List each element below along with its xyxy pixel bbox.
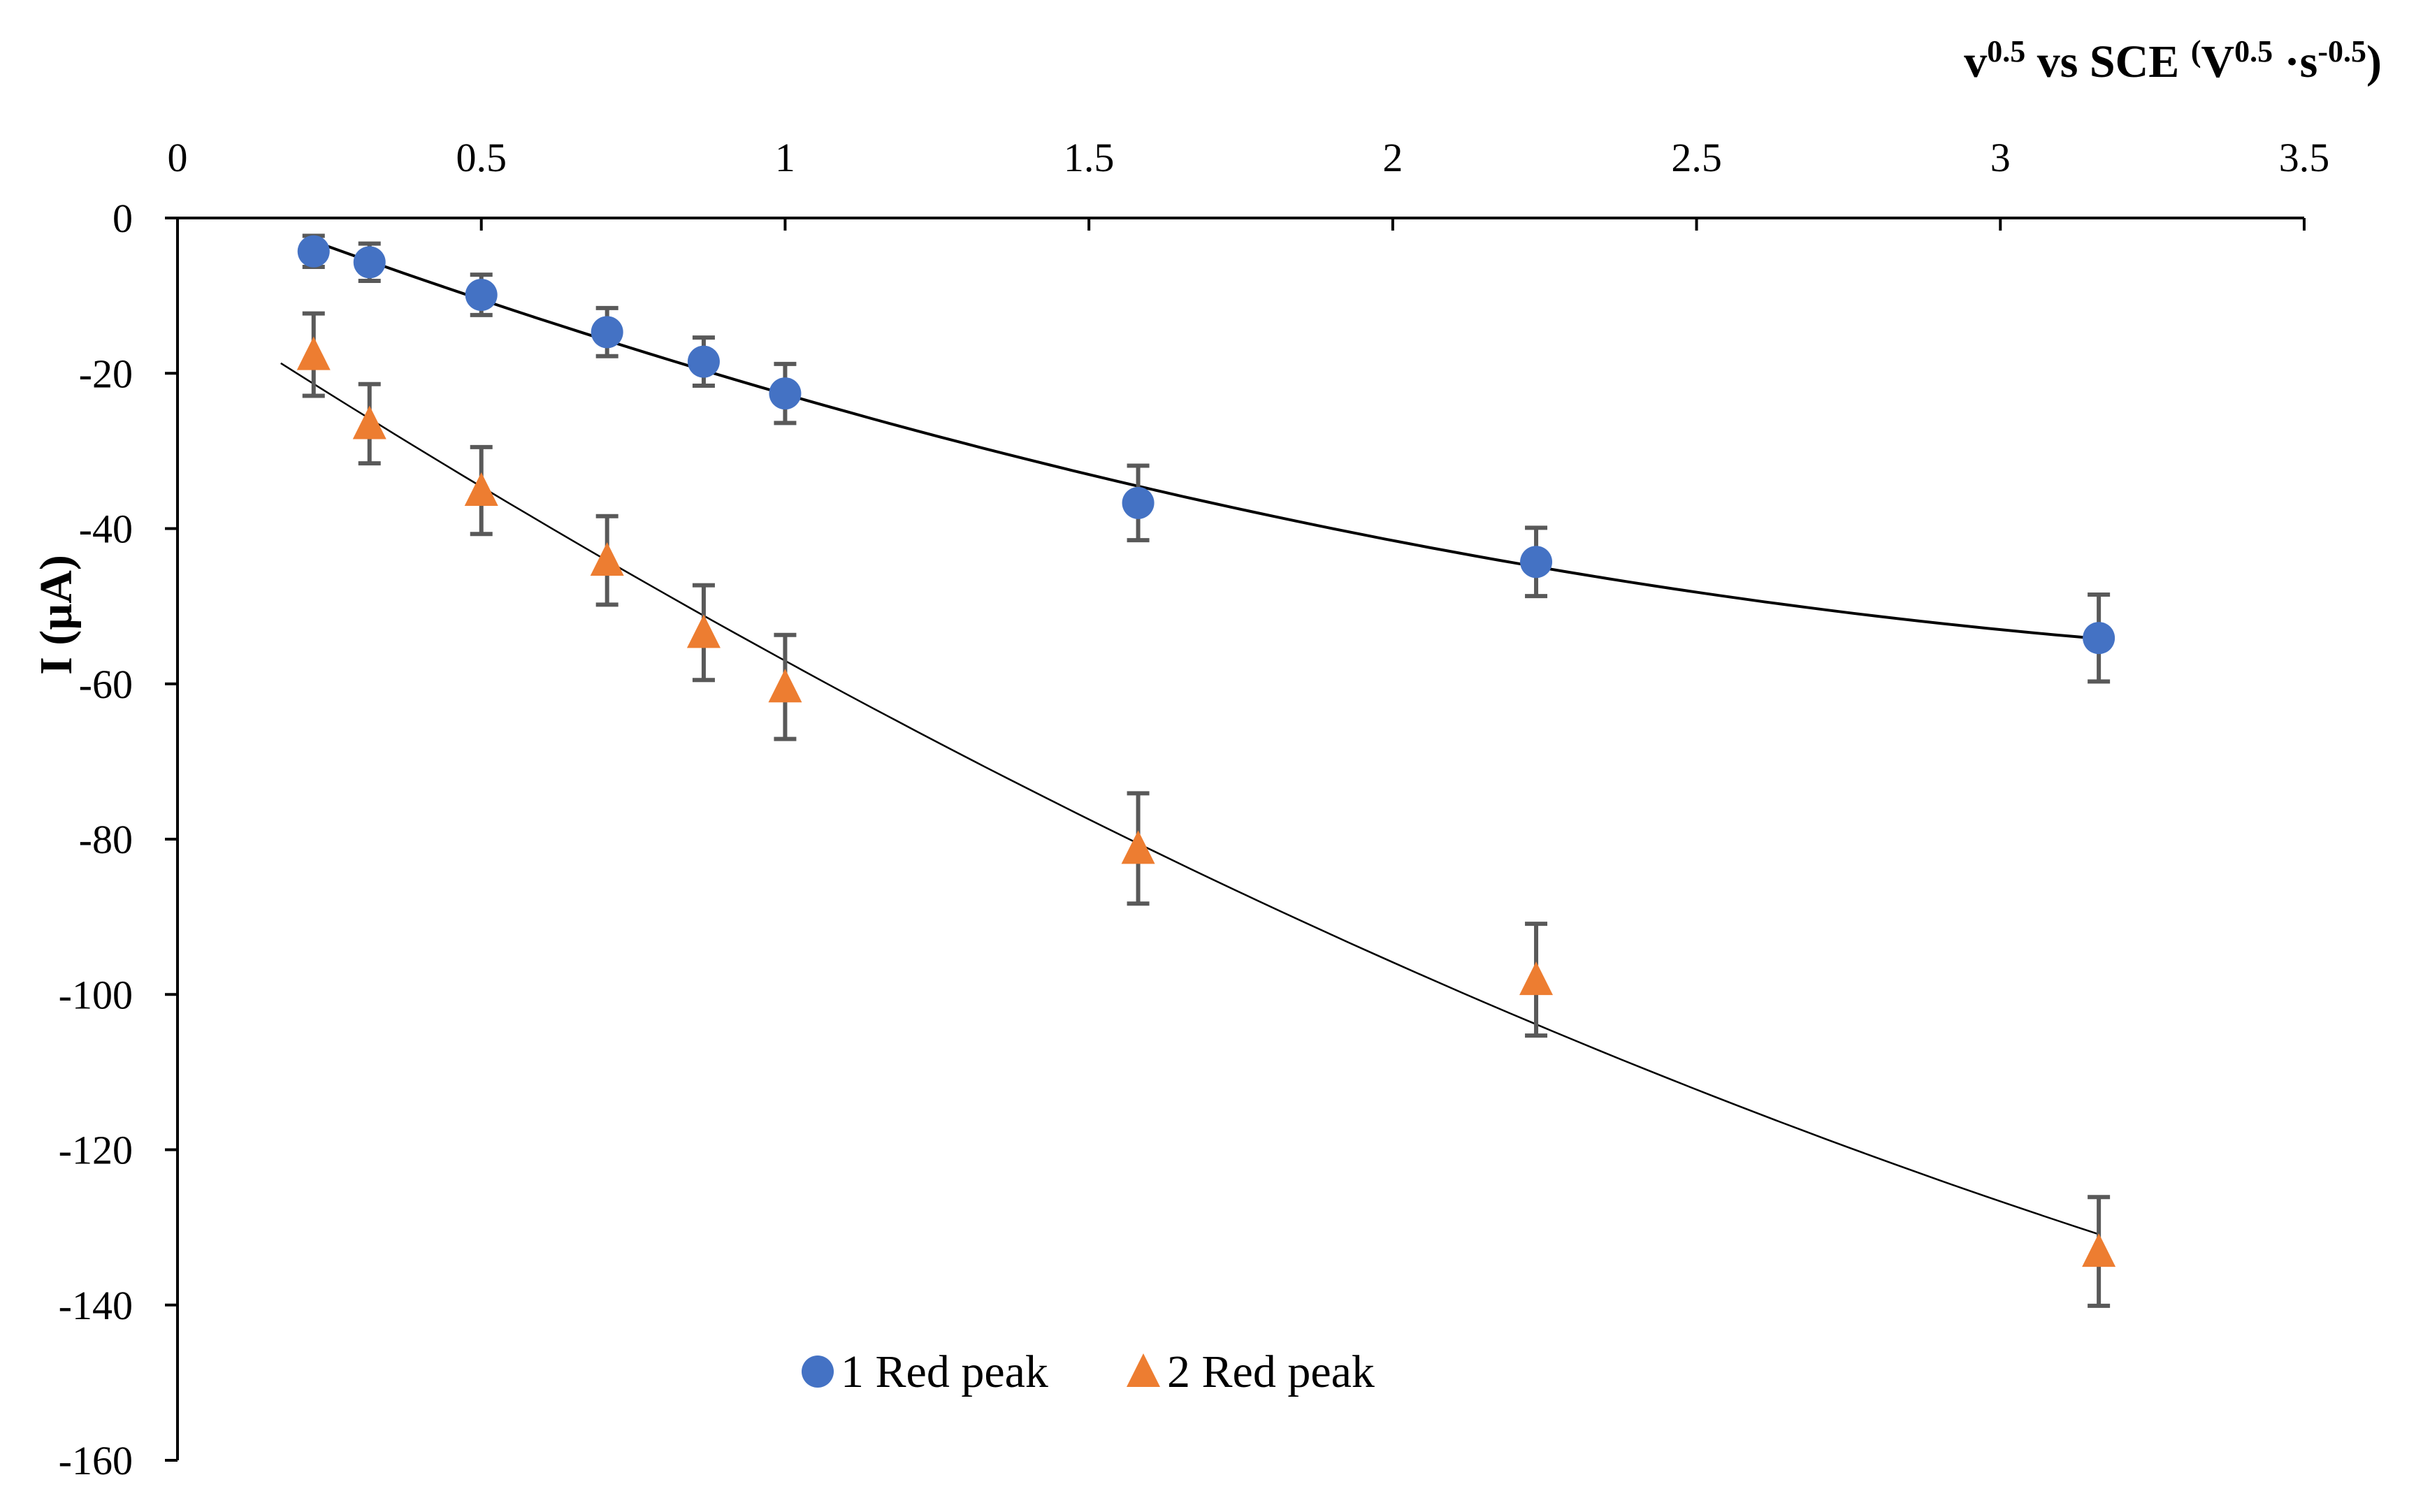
x-tick-label: 3.5: [2279, 135, 2330, 180]
data-point-series-1: [353, 246, 386, 279]
x-axis-title-part: ·s: [2273, 36, 2317, 87]
data-point-series-1: [2083, 622, 2115, 655]
x-axis-title-superscript: -0.5: [2317, 34, 2366, 68]
y-tick-label: -100: [59, 972, 133, 1017]
data-point-series-1: [769, 377, 802, 410]
legend-marker-series-1: [802, 1355, 834, 1388]
x-tick-label: 3: [1990, 135, 2011, 180]
x-axis-title-superscript: (: [2191, 34, 2201, 68]
x-tick-label: 2: [1382, 135, 1403, 180]
y-axis-title: I (µA): [31, 555, 82, 675]
x-axis-title-superscript: 0.5: [2234, 34, 2273, 68]
x-axis-title-part: V: [2201, 36, 2234, 87]
data-point-series-1: [687, 345, 720, 378]
trendline-series-1: [313, 240, 2099, 641]
plot-area: 0 0.5 1 1.5 2 2.5 3 3.5 0 -20 -40 -60 -80 -100 -120 -1…: [59, 135, 2330, 1483]
legend-marker-series-2: [1127, 1353, 1160, 1387]
legend-label-series-1: 1 Red peak: [841, 1346, 1048, 1397]
y-tick-label: 0: [113, 196, 133, 241]
data-point-series-1: [465, 279, 498, 312]
y-tick-label: -160: [59, 1438, 133, 1483]
data-point-series-2: [296, 336, 331, 370]
data-point-series-2: [464, 472, 498, 507]
x-axis-ticks: 0 0.5 1 1.5 2 2.5 3 3.5: [168, 135, 2330, 231]
data-point-series-2: [686, 614, 721, 648]
x-axis-title-part: v: [1964, 36, 1987, 87]
data-point-series-2: [352, 405, 386, 439]
legend-label-series-2: 2 Red peak: [1167, 1346, 1375, 1397]
data-markers: [296, 235, 2116, 1267]
data-point-series-1: [1520, 546, 1553, 579]
y-tick-label: -60: [79, 662, 133, 707]
x-tick-label: 1.5: [1064, 135, 1115, 180]
error-bars: [302, 233, 2111, 1308]
data-point-series-1: [591, 316, 623, 349]
x-tick-label: 2.5: [1671, 135, 1722, 180]
y-tick-label: -140: [59, 1283, 133, 1328]
data-point-series-1: [1122, 486, 1155, 519]
data-point-series-2: [1519, 961, 1554, 996]
trendlines: [280, 240, 2099, 1235]
legend: 1 Red peak 2 Red peak: [802, 1346, 1375, 1397]
data-point-series-2: [2082, 1233, 2116, 1267]
data-point-series-2: [590, 542, 624, 576]
x-axis-title-superscript: 0.5: [1987, 34, 2025, 68]
y-tick-label: -80: [79, 817, 133, 862]
y-tick-label: -120: [59, 1128, 133, 1173]
x-axis-title: v0.5​ vs SCE (​V0.5​ ·s-0.5​): [1964, 34, 2382, 87]
y-tick-label: -40: [79, 507, 133, 552]
x-tick-label: 1: [775, 135, 795, 180]
data-point-series-1: [297, 235, 330, 268]
x-tick-label: 0: [168, 135, 188, 180]
x-axis-title-part: vs SCE: [2025, 36, 2191, 87]
trendline-series-2: [280, 362, 2099, 1235]
x-tick-label: 0.5: [456, 135, 507, 180]
y-axis-ticks: 0 -20 -40 -60 -80 -100 -120 -140 -160: [59, 196, 178, 1483]
data-point-series-2: [768, 669, 802, 703]
y-tick-label: -20: [79, 351, 133, 396]
x-axis-title-part: ): [2366, 36, 2382, 87]
data-point-series-2: [1121, 830, 1155, 864]
